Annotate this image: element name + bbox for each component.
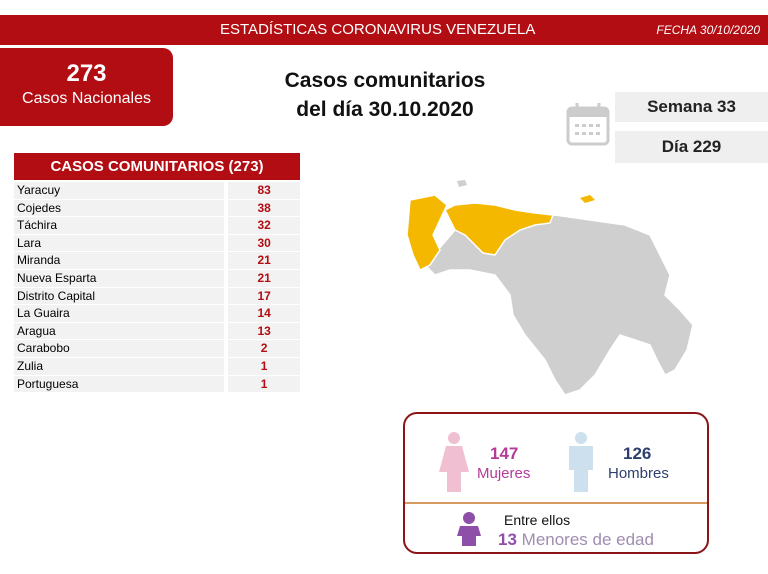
men-count: 126: [623, 444, 652, 463]
male-icon: [569, 432, 593, 492]
state-name: La Guaira: [14, 305, 225, 323]
cases-table-header: CASOS COMUNITARIOS (273): [14, 153, 300, 180]
state-name: Lara: [14, 234, 225, 253]
state-name: Nueva Esparta: [14, 269, 225, 288]
state-cases: 83: [228, 182, 300, 200]
state-name: Yaracuy: [14, 182, 225, 200]
state-cases: 2: [228, 340, 300, 358]
child-icon: [457, 512, 481, 546]
state-cases: 38: [228, 199, 300, 218]
demographics-panel: 147 Mujeres 126 Hombres Entre ellos 13 M…: [403, 412, 709, 554]
table-row: Carabobo 2: [14, 340, 300, 358]
women-count: 147: [490, 444, 519, 463]
table-row: Distrito Capital 17: [14, 287, 300, 306]
cases-table: Yaracuy 83 Cojedes 38 Táchira 32 Lara 30 Miranda…: [14, 182, 300, 394]
table-row: Miranda 21: [14, 252, 300, 270]
state-cases: 21: [228, 269, 300, 288]
table-row: Lara 30: [14, 234, 300, 253]
female-icon: [439, 432, 469, 492]
page-title: Casos comunitarios del día 30.10.2020: [250, 66, 520, 124]
state-cases: 14: [228, 305, 300, 323]
week-indicator: Semana 33: [615, 92, 768, 122]
women-label: Mujeres: [477, 465, 531, 482]
map-base: [423, 214, 694, 396]
state-cases: 13: [228, 322, 300, 341]
header-title: ESTADÍSTICAS CORONAVIRUS VENEZUELA: [220, 21, 536, 38]
minors-line: 13 Menores de edad: [498, 530, 654, 550]
table-row: Yaracuy 83: [14, 182, 300, 200]
state-cases: 21: [228, 252, 300, 270]
men-label: Hombres: [608, 465, 669, 482]
table-row: Táchira 32: [14, 217, 300, 235]
table-row: Zulia 1: [14, 357, 300, 376]
map-islands: [457, 180, 467, 187]
state-cases: 30: [228, 234, 300, 253]
map-nueva-esparta: [580, 195, 595, 203]
title-line2: del día 30.10.2020: [296, 98, 474, 121]
table-row: Cojedes 38: [14, 199, 300, 218]
state-name: Portuguesa: [14, 375, 225, 394]
national-label: Casos Nacionales: [22, 90, 151, 107]
among-label: Entre ellos: [504, 512, 571, 528]
table-row: Aragua 13: [14, 322, 300, 341]
state-name: Aragua: [14, 322, 225, 341]
state-name: Cojedes: [14, 199, 225, 218]
minors-count: 13: [498, 530, 517, 549]
table-row: Nueva Esparta 21: [14, 269, 300, 288]
minors-label: Menores de edad: [521, 530, 654, 549]
table-row: La Guaira 14: [14, 305, 300, 323]
title-line1: Casos comunitarios: [284, 69, 486, 92]
state-cases: 1: [228, 357, 300, 376]
map-highlight: [406, 194, 555, 272]
header-date: FECHA 30/10/2020: [656, 23, 760, 37]
state-cases: 17: [228, 287, 300, 306]
state-name: Zulia: [14, 357, 225, 376]
national-count: 273: [66, 60, 107, 87]
divider: [405, 502, 707, 504]
header-bar: ESTADÍSTICAS CORONAVIRUS VENEZUELA FECHA…: [0, 15, 768, 45]
day-indicator: Día 229: [615, 131, 768, 163]
state-cases: 1: [228, 375, 300, 394]
state-name: Distrito Capital: [14, 287, 225, 306]
venezuela-map: [406, 180, 694, 396]
state-name: Carabobo: [14, 340, 225, 358]
state-cases: 32: [228, 217, 300, 235]
national-cases-card: 273 Casos Nacionales: [0, 48, 173, 126]
calendar-icon: [566, 103, 610, 146]
table-row: Portuguesa 1: [14, 375, 300, 394]
state-name: Miranda: [14, 252, 225, 270]
state-name: Táchira: [14, 217, 225, 235]
